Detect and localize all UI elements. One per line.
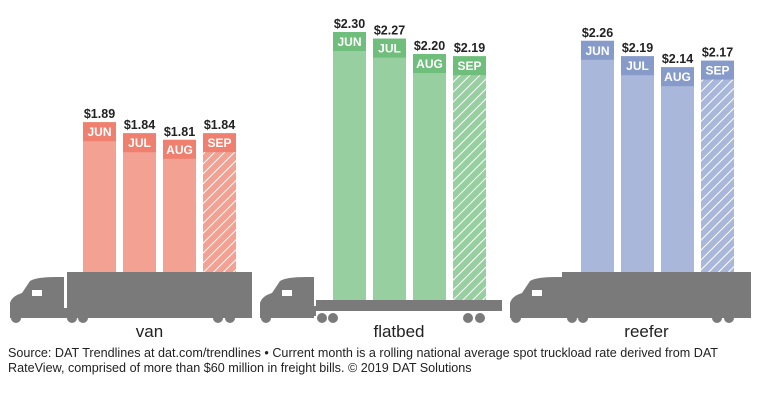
month-label: JUL [128, 136, 151, 150]
value-label: $1.84 [124, 118, 155, 132]
month-label: SEP [705, 64, 729, 78]
month-label: JUN [585, 44, 609, 58]
bar-header [413, 54, 446, 73]
bar-flatbed-aug [413, 54, 446, 300]
month-label: JUN [337, 35, 361, 49]
bar-header [333, 32, 366, 51]
bar-header [163, 139, 196, 159]
van-truck-icon [10, 272, 252, 323]
value-label: $2.20 [414, 39, 445, 53]
bar-header [123, 133, 156, 153]
value-label: $2.19 [454, 41, 485, 55]
bar-header [661, 67, 694, 87]
equipment-label: van [136, 322, 163, 341]
bar-van-jun [83, 122, 116, 272]
value-label: $2.30 [334, 17, 365, 31]
group-reefer: JUN $2.26 JUL $2.19 AUG $2.14 SEP $2.17 reefer [510, 26, 751, 341]
group-flatbed: JUN $2.30 JUL $2.27 AUG $2.20 SEP $2.19 flatbed [260, 17, 502, 341]
month-label: AUG [664, 70, 691, 84]
bar-reefer-jun [581, 40, 614, 272]
reefer-truck-icon [510, 272, 751, 323]
bar-header [203, 133, 236, 153]
month-label: AUG [166, 143, 193, 157]
month-label: SEP [207, 136, 231, 150]
month-label: JUL [626, 59, 649, 73]
bar-header [373, 38, 406, 58]
bar-reefer-aug [661, 67, 694, 272]
equipment-label: flatbed [373, 322, 424, 341]
bar-van-aug [163, 139, 196, 272]
value-label: $2.19 [622, 41, 653, 55]
value-label: $1.81 [164, 125, 195, 139]
source-footnote: Source: DAT Trendlines at dat.com/trendl… [8, 346, 718, 375]
bar-reefer-jul [621, 56, 654, 273]
flatbed-truck-icon [260, 277, 502, 323]
month-label: AUG [416, 57, 443, 71]
bar-header [621, 56, 654, 76]
bar-header [83, 122, 116, 142]
bar-flatbed-jul [373, 38, 406, 300]
value-label: $2.14 [662, 52, 693, 66]
bar-header [453, 56, 486, 76]
bar-flatbed-jun [333, 32, 366, 300]
value-label: $1.84 [204, 118, 235, 132]
rate-chart: JUN $1.89 JUL $1.84 AUG $1.81 SEP $1.84 van JUN $2… [10, 17, 751, 341]
bar-hatch [453, 56, 486, 301]
value-label: $1.89 [84, 107, 115, 121]
value-label: $2.17 [702, 46, 733, 60]
month-label: JUL [378, 42, 401, 56]
month-label: SEP [457, 59, 481, 73]
bar-header [581, 40, 614, 60]
bar-header [701, 60, 734, 80]
month-label: JUN [87, 125, 111, 139]
bar-van-jul [123, 133, 156, 272]
group-van: JUN $1.89 JUL $1.84 AUG $1.81 SEP $1.84 van [10, 107, 252, 341]
bar-hatch [701, 60, 734, 272]
value-label: $2.27 [374, 24, 405, 38]
bar-hatch [203, 133, 236, 272]
value-label: $2.26 [582, 26, 613, 40]
equipment-label: reefer [624, 322, 669, 341]
